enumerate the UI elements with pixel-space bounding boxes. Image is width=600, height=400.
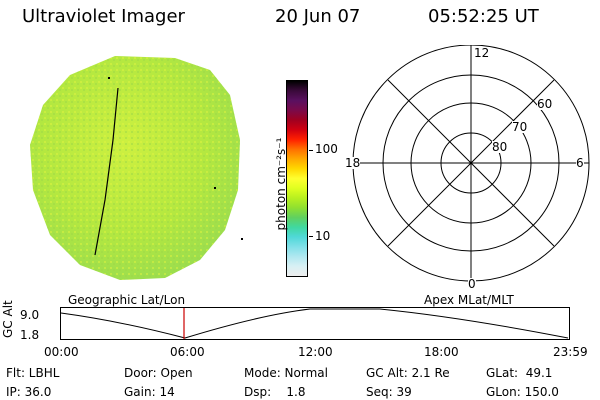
mlt-label-0: 0 [468, 277, 476, 291]
glat-info: GLat: 49.1 [486, 366, 553, 380]
time-tick-2359: 23:59 [553, 345, 588, 359]
glon-info: GLon: 150.0 [486, 385, 559, 399]
time-label: 05:52:25 UT [428, 6, 539, 27]
colorbar-unit-label: photon cm⁻²s⁻¹ [274, 137, 288, 231]
ip-info: IP: 36.0 [6, 385, 52, 399]
gc-alt-axis-label: GC Alt [1, 300, 15, 338]
lat-label-60: 60 [537, 97, 553, 111]
date-label: 20 Jun 07 [275, 6, 361, 27]
altitude-curve [60, 308, 569, 339]
geo-title: Geographic Lat/Lon [68, 293, 186, 307]
time-tick-1200: 12:00 [298, 345, 333, 359]
colorbar-tick-10: 10 [315, 229, 331, 243]
gc-alt-bottom-value: 1.8 [20, 328, 40, 342]
seq-info: Seq: 39 [366, 385, 412, 399]
door-info: Door: Open [124, 366, 193, 380]
mode-info: Mode: Normal [244, 366, 328, 380]
mlt-label-12: 12 [474, 46, 490, 60]
gc-alt-info: GC Alt: 2.1 Re [366, 366, 450, 380]
dsp-info: Dsp: 1.8 [244, 385, 306, 399]
time-tick-0000: 00:00 [44, 345, 79, 359]
time-tick-0600: 06:00 [170, 345, 205, 359]
auroral-image [30, 56, 243, 280]
gc-alt-top-value: 9.0 [20, 308, 40, 322]
apex-title: Apex MLat/MLT [424, 293, 514, 307]
polar-grid [352, 45, 590, 282]
instrument-title: Ultraviolet Imager [22, 6, 185, 27]
colorbar [286, 80, 308, 277]
altitude-plot [60, 307, 570, 340]
gain-info: Gain: 14 [124, 385, 175, 399]
time-tick-1800: 18:00 [424, 345, 459, 359]
lat-label-80: 80 [492, 140, 508, 154]
filter-info: Flt: LBHL [6, 366, 60, 380]
colorbar-tick-100: 100 [315, 142, 338, 156]
mlt-label-18: 18 [345, 156, 361, 170]
terminator-line [94, 87, 119, 256]
lat-label-70: 70 [512, 120, 528, 134]
mlt-label-6: 6 [576, 156, 584, 170]
